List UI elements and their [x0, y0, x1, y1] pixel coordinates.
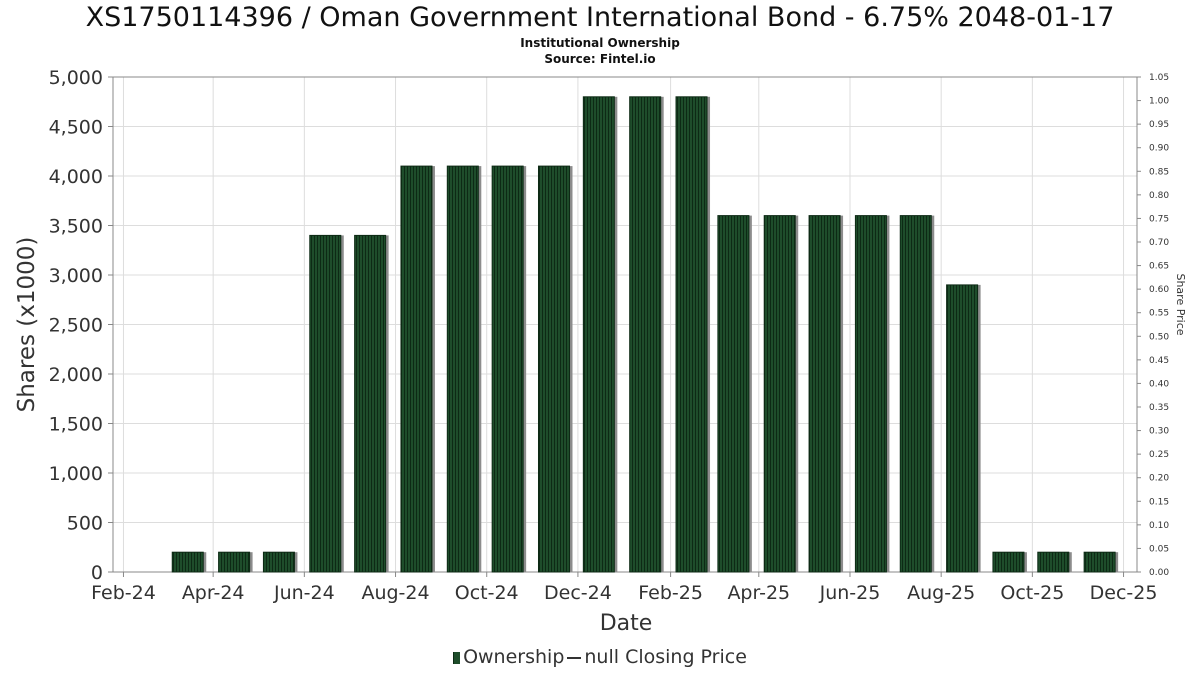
ownership-bar — [446, 165, 479, 573]
ownership-bar — [946, 284, 979, 573]
x-tick-label: Dec-24 — [544, 582, 612, 604]
y2-tick-label: 0.00 — [1149, 568, 1169, 578]
ownership-bar — [808, 215, 841, 573]
ownership-bar — [582, 96, 615, 573]
legend: Ownership null Closing Price — [0, 646, 1200, 668]
y-tick-label: 5,000 — [49, 67, 103, 89]
y2-tick-label: 1.00 — [1149, 97, 1169, 107]
x-tick-label: Jun-25 — [819, 582, 881, 604]
y2-tick-label: 0.05 — [1149, 544, 1169, 554]
chart-title: XS1750114396 / Oman Government Internati… — [85, 2, 1115, 33]
y2-tick-label: 0.75 — [1149, 214, 1169, 224]
y-tick-label: 1,500 — [49, 414, 103, 436]
ownership-bar — [218, 551, 251, 573]
chart-source: Source: Fintel.io — [544, 52, 656, 66]
x-tick-label: Dec-25 — [1090, 582, 1158, 604]
y2-tick-label: 0.65 — [1149, 262, 1169, 272]
ownership-bar — [1083, 551, 1116, 573]
ownership-bar — [262, 551, 295, 573]
ownership-bar — [763, 215, 796, 573]
ownership-bar — [854, 215, 887, 573]
y2-tick-label: 0.60 — [1149, 285, 1169, 295]
ownership-bar — [309, 234, 342, 573]
x-tick-label: Feb-25 — [638, 582, 703, 604]
y2-tick-label: 0.35 — [1149, 403, 1169, 413]
grid-lines — [108, 76, 1141, 577]
x-tick-label: Jun-24 — [273, 582, 335, 604]
y2-tick-label: 0.30 — [1149, 427, 1169, 437]
ownership-bar — [992, 551, 1025, 573]
ownership-bar — [629, 96, 662, 573]
y-tick-label: 3,000 — [49, 265, 103, 287]
y2-tick-label: 0.85 — [1149, 167, 1169, 177]
bars-layer — [171, 96, 1119, 573]
ownership-legend-swatch — [453, 651, 461, 664]
ownership-bar — [491, 165, 524, 573]
y2-tick-label: 0.90 — [1149, 144, 1169, 154]
y2-axis-labels: 0.00 0.05 0.10 0.15 0.20 0.25 0.30 0.35 0.40 0.45… — [1149, 73, 1169, 578]
y2-tick-label: 0.55 — [1149, 309, 1169, 319]
y-tick-label: 4,500 — [49, 117, 103, 139]
y2-tick-label: 0.45 — [1149, 356, 1169, 366]
ownership-bar — [171, 551, 204, 573]
ownership-bar — [1037, 551, 1070, 573]
y-tick-label: 0 — [91, 562, 103, 584]
y-tick-label: 4,000 — [49, 166, 103, 188]
chart-subtitle: Institutional Ownership — [520, 36, 680, 50]
y-axis-labels: 0 500 1,000 1,500 2,000 2,500 3,000 3,500 4,000 4… — [49, 67, 103, 584]
x-tick-label: Feb-24 — [91, 582, 156, 604]
y2-tick-label: 0.50 — [1149, 332, 1169, 342]
closing-price-legend-line — [567, 656, 582, 659]
ownership-bar — [354, 234, 387, 573]
y2-tick-label: 0.15 — [1149, 497, 1169, 507]
y2-tick-label: 0.10 — [1149, 521, 1169, 531]
x-tick-label: Oct-25 — [1000, 582, 1064, 604]
x-tick-label: Aug-25 — [907, 582, 975, 604]
ownership-chart: 0 500 1,000 1,500 2,000 2,500 3,000 3,500 4,000 4… — [14, 67, 1187, 636]
y2-axis-title: Share Price — [1174, 273, 1187, 335]
x-axis-title: Date — [600, 611, 653, 636]
closing-price-legend-label: null Closing Price — [584, 646, 747, 668]
y-tick-label: 2,000 — [49, 364, 103, 386]
y2-tick-label: 0.25 — [1149, 450, 1169, 460]
y-tick-label: 1,000 — [49, 463, 103, 485]
ownership-bar — [899, 215, 932, 573]
x-tick-label: Apr-25 — [727, 582, 790, 604]
y-tick-label: 2,500 — [49, 315, 103, 337]
y2-tick-label: 0.40 — [1149, 379, 1169, 389]
ownership-bar — [675, 96, 708, 573]
ownership-bar — [537, 165, 570, 573]
ownership-bar — [717, 215, 750, 573]
x-tick-label: Aug-24 — [361, 582, 429, 604]
x-axis-labels: Feb-24 Apr-24 Jun-24 Aug-24 Oct-24 Dec-24 Feb-… — [91, 582, 1157, 604]
y2-tick-label: 0.20 — [1149, 474, 1169, 484]
y-tick-label: 500 — [67, 513, 103, 535]
plot-frame — [112, 76, 1138, 573]
x-tick-label: Oct-24 — [455, 582, 519, 604]
y2-tick-label: 0.95 — [1149, 120, 1169, 130]
y-axis-title: Shares (x1000) — [14, 237, 40, 413]
y-tick-label: 3,500 — [49, 216, 103, 238]
x-tick-label: Apr-24 — [182, 582, 245, 604]
ownership-legend-label: Ownership — [463, 646, 565, 668]
y2-tick-label: 0.80 — [1149, 191, 1169, 201]
y2-tick-label: 0.70 — [1149, 238, 1169, 248]
ownership-bar — [400, 165, 433, 573]
y2-tick-label: 1.05 — [1149, 73, 1169, 83]
